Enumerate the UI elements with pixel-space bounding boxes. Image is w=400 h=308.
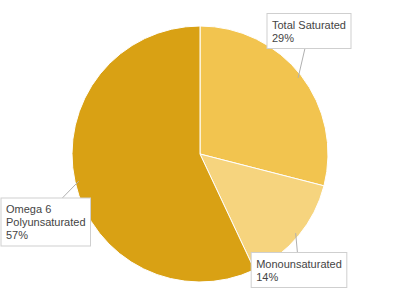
pie-slice [72,26,254,282]
data-label: Total Saturated29% [267,14,351,49]
category-label: Monounsaturated [256,258,342,270]
label-box [1,198,91,246]
category-label: Omega 6Polyunsaturated [6,203,86,228]
value-label: 57% [6,229,28,241]
label-box [267,14,351,49]
labels: Total Saturated29% Monounsaturated14% Omeg… [1,14,351,288]
value-label: 29% [272,32,294,44]
category-label: Total Saturated [272,19,346,31]
label-box [251,253,347,288]
pie [72,26,328,282]
value-label: 14% [256,271,278,283]
data-label: Omega 6Polyunsaturated57% [1,198,91,246]
chart: Total Saturated29% Monounsaturated14% Omeg… [0,0,400,308]
data-label: Monounsaturated14% [251,253,347,288]
